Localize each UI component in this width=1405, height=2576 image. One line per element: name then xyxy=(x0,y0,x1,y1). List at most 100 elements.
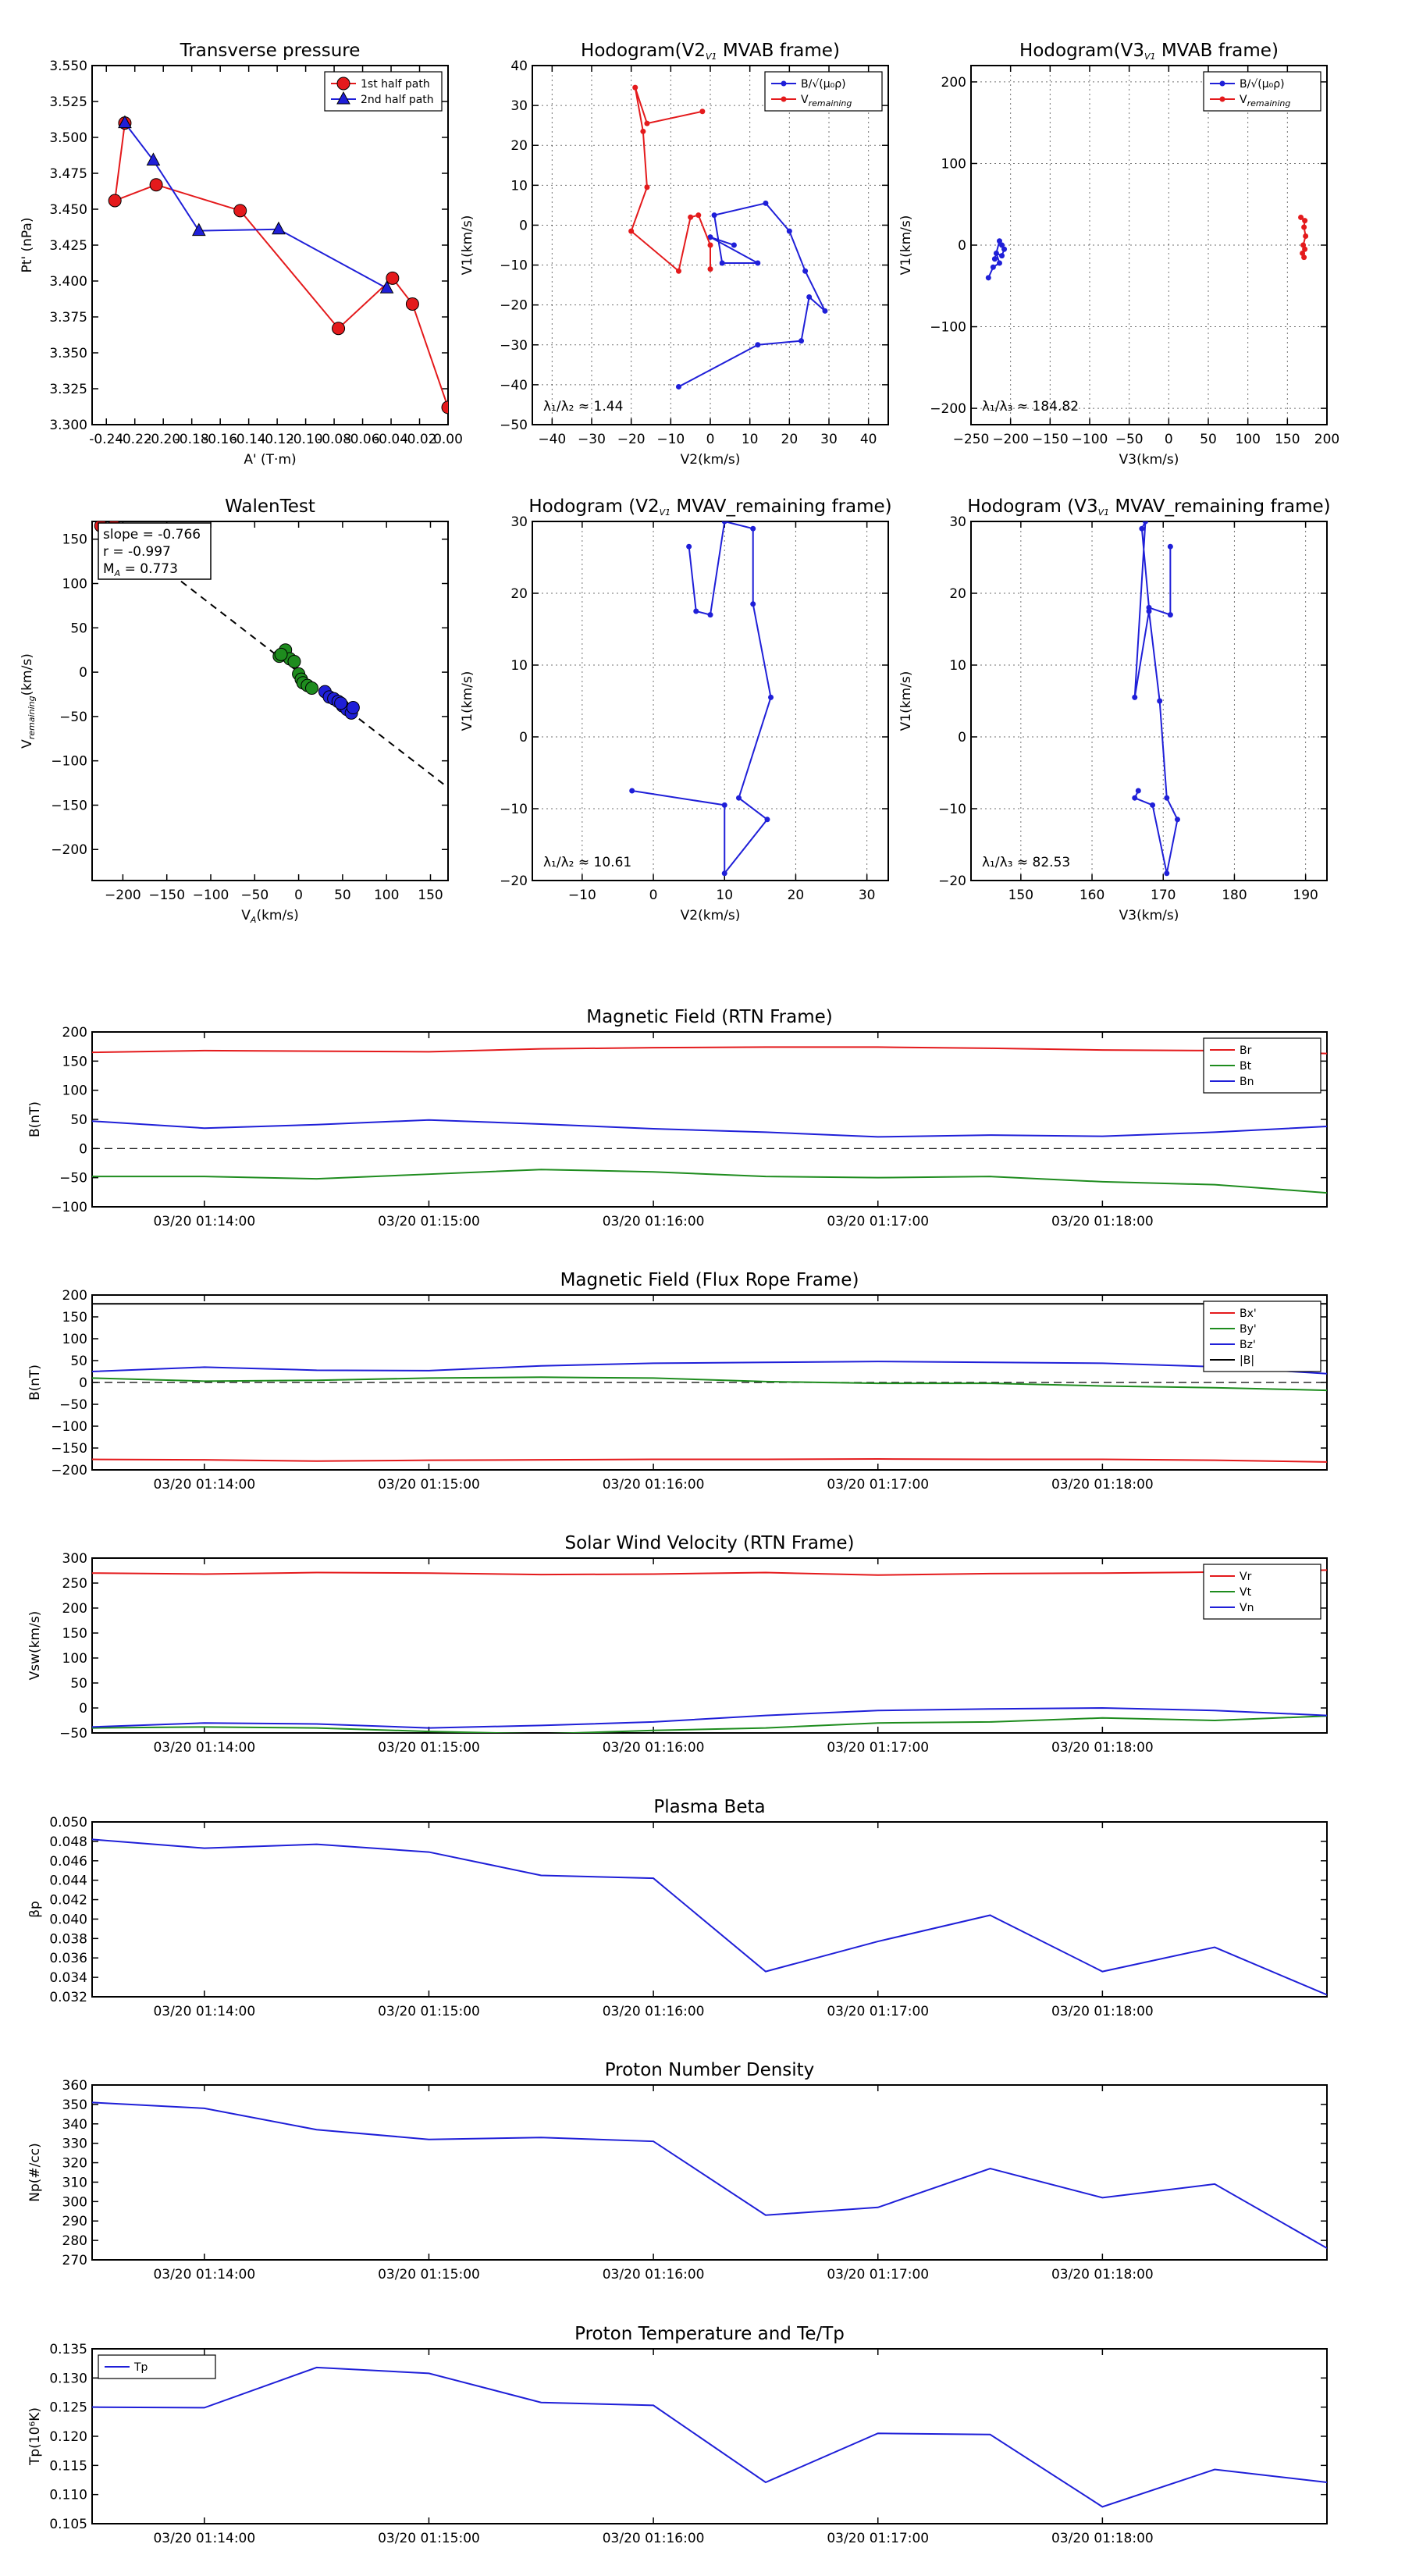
data-point xyxy=(707,242,713,248)
legend-label: 2nd half path xyxy=(361,94,434,106)
y-tick-label: −10 xyxy=(500,802,528,817)
x-axis-label: V3(km/s) xyxy=(1119,452,1179,468)
y-tick-label: 0 xyxy=(79,1141,87,1157)
y-tick-label: 200 xyxy=(62,1601,87,1617)
chart-title: Hodogram (V2V1 MVAV_remaining frame) xyxy=(528,496,891,518)
data-point xyxy=(386,271,400,285)
data-point xyxy=(644,120,650,126)
data-point xyxy=(1164,795,1170,801)
x-tick-label: 03/20 01:14:00 xyxy=(153,2267,255,2282)
y-tick-label: −50 xyxy=(500,418,528,433)
y-tick-label: 0 xyxy=(79,665,87,681)
x-tick-label: 03/20 01:18:00 xyxy=(1051,1214,1154,1229)
data-point xyxy=(802,268,809,274)
chart-walen: WalenTest −200 −150 −100 −50 0 50 100 150 VA(km/s… xyxy=(20,496,449,925)
x-tick-label: 03/20 01:14:00 xyxy=(153,2004,255,2019)
y-axis-label: Np(#/cc) xyxy=(27,2143,43,2201)
data-point xyxy=(108,194,122,208)
x-tick-label: 150 xyxy=(1008,888,1033,903)
x-tick-label: -0.06 xyxy=(346,432,380,447)
legend-box xyxy=(1203,71,1321,112)
x-axis-label: VA(km/s) xyxy=(241,908,298,925)
chart-title: WalenTest xyxy=(225,496,315,517)
x-tick-label: 03/20 01:17:00 xyxy=(827,1740,929,1756)
plot-frame xyxy=(91,65,449,425)
x-tick-label: -0.22 xyxy=(118,432,152,447)
x-tick-label: 03/20 01:14:00 xyxy=(153,1477,255,1493)
y-axis-label: βp xyxy=(27,1901,43,1918)
series-line-2nd half path xyxy=(124,122,388,290)
legend-box xyxy=(764,71,883,112)
legend-label: Vt xyxy=(1240,1586,1252,1599)
chart-title: Solar Wind Velocity (RTN Frame) xyxy=(564,1533,854,1553)
y-tick-label: 0.046 xyxy=(49,1854,87,1870)
y-tick-label: 100 xyxy=(62,577,87,592)
legend-label: 1st half path xyxy=(361,78,430,91)
legend-marker xyxy=(781,96,787,102)
y-tick-label: 0.044 xyxy=(49,1873,87,1889)
x-tick-label: 10 xyxy=(742,432,759,447)
x-tick-label: -0.20 xyxy=(146,432,180,447)
legend-label: Tp xyxy=(133,2361,148,2374)
chart-ts3: Solar Wind Velocity (RTN Frame) −50 0 50 100… xyxy=(27,1533,1328,1756)
x-tick-label: -0.02 xyxy=(403,432,437,447)
series-line-Bn xyxy=(92,1119,1327,1138)
data-point xyxy=(755,260,761,266)
plot-area xyxy=(92,2101,1327,2249)
plot-frame xyxy=(970,521,1328,881)
x-axis-label: A' (T·m) xyxy=(244,452,296,468)
x-tick-label: 50 xyxy=(334,888,351,903)
x-tick-label: 03/20 01:18:00 xyxy=(1051,2004,1154,2019)
data-point xyxy=(346,701,360,715)
y-tick-label: 0.125 xyxy=(49,2400,87,2416)
y-tick-label: 0 xyxy=(79,1375,87,1391)
legend-marker xyxy=(336,76,350,91)
x-tick-label: 03/20 01:15:00 xyxy=(378,2531,480,2546)
y-tick-label: 0.135 xyxy=(49,2342,87,2357)
y-tick-label: 330 xyxy=(62,2137,87,2152)
x-tick-label: 40 xyxy=(860,432,877,447)
data-point xyxy=(146,152,161,165)
y-tick-label: 30 xyxy=(510,514,528,530)
legend-label: Bn xyxy=(1240,1076,1254,1088)
y-tick-label: 30 xyxy=(949,514,966,530)
y-tick-label: 50 xyxy=(70,1676,87,1692)
data-point xyxy=(644,184,650,190)
x-tick-label: 03/20 01:16:00 xyxy=(603,1740,705,1756)
series-line-B xyxy=(631,521,772,876)
x-axis-label: V2(km/s) xyxy=(681,452,741,468)
y-tick-label: 150 xyxy=(62,1054,87,1069)
y-tick-label: 150 xyxy=(62,1626,87,1642)
y-tick-label: 0.110 xyxy=(49,2488,87,2503)
y-tick-label: 3.450 xyxy=(49,202,87,218)
series-line-By' xyxy=(92,1376,1327,1392)
y-tick-label: 0.038 xyxy=(49,1931,87,1947)
y-tick-label: −10 xyxy=(938,802,966,817)
x-tick-label: −150 xyxy=(148,888,185,903)
legend-label: Br xyxy=(1240,1044,1252,1057)
series-line-B xyxy=(1133,521,1179,874)
data-point xyxy=(693,608,699,614)
x-tick-label: 03/20 01:17:00 xyxy=(827,2004,929,2019)
y-axis-label: B(nT) xyxy=(27,1101,43,1137)
plot-frame xyxy=(91,1821,1328,1998)
x-tick-label: 150 xyxy=(418,888,443,903)
x-tick-label: 10 xyxy=(716,888,733,903)
series-line-Vr xyxy=(92,1569,1327,1576)
data-point xyxy=(731,242,737,248)
y-tick-label: −200 xyxy=(930,401,966,417)
series-line-B/√(μ₀ρ) xyxy=(678,202,826,388)
data-point xyxy=(707,266,713,272)
y-tick-label: −100 xyxy=(51,1419,87,1435)
chart-title: Magnetic Field (RTN Frame) xyxy=(586,1007,833,1027)
y-axis-label: B(nT) xyxy=(27,1364,43,1400)
x-tick-label: 03/20 01:18:00 xyxy=(1051,2531,1154,2546)
x-tick-label: 0 xyxy=(294,888,303,903)
chart-h1: Hodogram(V2V1 MVAB frame) −50 −40 −30 −20 −10… xyxy=(460,41,889,468)
y-tick-label: 290 xyxy=(62,2214,87,2229)
data-point xyxy=(996,238,1002,244)
y-tick-label: 100 xyxy=(62,1083,87,1099)
eigen-ratio-label: λ₁/λ₂ ≈ 10.61 xyxy=(543,855,631,870)
x-tick-label: −10 xyxy=(568,888,596,903)
chart-title: Hodogram(V3V1 MVAB frame) xyxy=(1019,41,1279,62)
